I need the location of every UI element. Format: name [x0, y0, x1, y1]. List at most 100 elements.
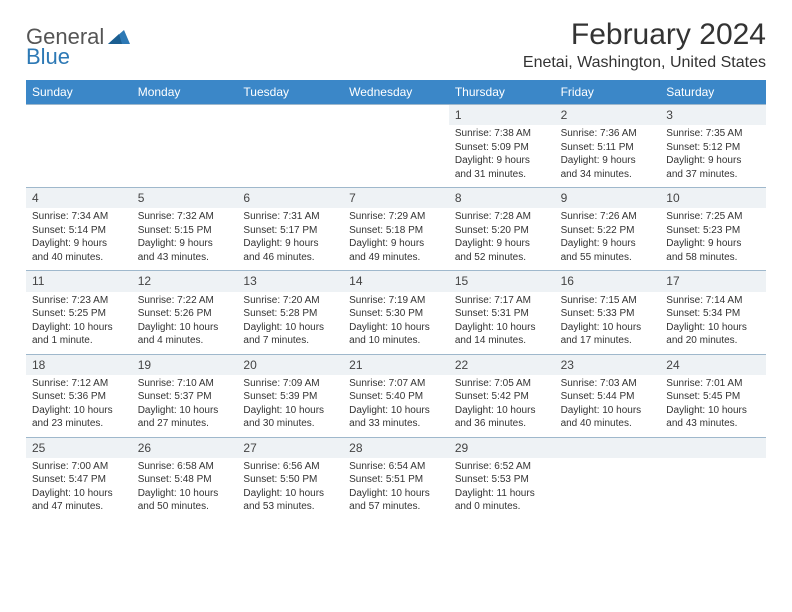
calendar-cell: 14Sunrise: 7:19 AMSunset: 5:30 PMDayligh… [343, 270, 449, 353]
sunset-text: Sunset: 5:45 PM [666, 390, 760, 404]
sunset-text: Sunset: 5:28 PM [243, 307, 337, 321]
day-number: 19 [132, 355, 238, 375]
calendar-cell: 25Sunrise: 7:00 AMSunset: 5:47 PMDayligh… [26, 437, 132, 520]
day-number: 9 [555, 188, 661, 208]
sunrise-text: Sunrise: 7:12 AM [32, 377, 126, 391]
day-number: 8 [449, 188, 555, 208]
sunrise-text: Sunrise: 7:34 AM [32, 210, 126, 224]
calendar-cell: 4Sunrise: 7:34 AMSunset: 5:14 PMDaylight… [26, 187, 132, 270]
sunset-text: Sunset: 5:23 PM [666, 224, 760, 238]
sunrise-text: Sunrise: 6:54 AM [349, 460, 443, 474]
daylight-text: Daylight: 10 hours and 57 minutes. [349, 487, 443, 514]
sunset-text: Sunset: 5:34 PM [666, 307, 760, 321]
daylight-text: Daylight: 9 hours and 52 minutes. [455, 237, 549, 264]
day-number: 12 [132, 271, 238, 291]
calendar-cell: 20Sunrise: 7:09 AMSunset: 5:39 PMDayligh… [237, 354, 343, 437]
sunset-text: Sunset: 5:51 PM [349, 473, 443, 487]
weekday-header: Monday [132, 80, 238, 104]
day-number: 10 [660, 188, 766, 208]
sunrise-text: Sunrise: 6:56 AM [243, 460, 337, 474]
sunset-text: Sunset: 5:26 PM [138, 307, 232, 321]
sunset-text: Sunset: 5:44 PM [561, 390, 655, 404]
sunset-text: Sunset: 5:14 PM [32, 224, 126, 238]
sunset-text: Sunset: 5:20 PM [455, 224, 549, 238]
day-number: 21 [343, 355, 449, 375]
sunrise-text: Sunrise: 7:10 AM [138, 377, 232, 391]
daylight-text: Daylight: 9 hours and 31 minutes. [455, 154, 549, 181]
sunrise-text: Sunrise: 7:14 AM [666, 294, 760, 308]
sunrise-text: Sunrise: 7:36 AM [561, 127, 655, 141]
sunrise-text: Sunrise: 6:52 AM [455, 460, 549, 474]
day-number: 6 [237, 188, 343, 208]
day-number: 18 [26, 355, 132, 375]
daylight-text: Daylight: 10 hours and 1 minute. [32, 321, 126, 348]
sunset-text: Sunset: 5:31 PM [455, 307, 549, 321]
sunset-text: Sunset: 5:50 PM [243, 473, 337, 487]
day-number: 14 [343, 271, 449, 291]
sunset-text: Sunset: 5:37 PM [138, 390, 232, 404]
day-number: 22 [449, 355, 555, 375]
sunrise-text: Sunrise: 7:07 AM [349, 377, 443, 391]
sunset-text: Sunset: 5:53 PM [455, 473, 549, 487]
sunset-text: Sunset: 5:39 PM [243, 390, 337, 404]
sunrise-text: Sunrise: 6:58 AM [138, 460, 232, 474]
day-number [555, 438, 661, 458]
calendar-cell [237, 104, 343, 187]
calendar-cell [132, 104, 238, 187]
calendar-cell: 21Sunrise: 7:07 AMSunset: 5:40 PMDayligh… [343, 354, 449, 437]
brand-triangle-icon [108, 24, 130, 50]
day-number: 11 [26, 271, 132, 291]
calendar-cell: 6Sunrise: 7:31 AMSunset: 5:17 PMDaylight… [237, 187, 343, 270]
day-number: 24 [660, 355, 766, 375]
calendar-cell: 1Sunrise: 7:38 AMSunset: 5:09 PMDaylight… [449, 104, 555, 187]
calendar-cell: 15Sunrise: 7:17 AMSunset: 5:31 PMDayligh… [449, 270, 555, 353]
daylight-text: Daylight: 9 hours and 58 minutes. [666, 237, 760, 264]
sunrise-text: Sunrise: 7:19 AM [349, 294, 443, 308]
weekday-header: Saturday [660, 80, 766, 104]
calendar-cell: 10Sunrise: 7:25 AMSunset: 5:23 PMDayligh… [660, 187, 766, 270]
sunrise-text: Sunrise: 7:32 AM [138, 210, 232, 224]
daylight-text: Daylight: 10 hours and 4 minutes. [138, 321, 232, 348]
calendar-cell: 5 Sunrise: 7:32 AMSunset: 5:15 PMDaylight… [132, 187, 238, 270]
daylight-text: Daylight: 10 hours and 50 minutes. [138, 487, 232, 514]
sunrise-text: Sunrise: 7:28 AM [455, 210, 549, 224]
calendar-cell: 22Sunrise: 7:05 AMSunset: 5:42 PMDayligh… [449, 354, 555, 437]
daylight-text: Daylight: 9 hours and 43 minutes. [138, 237, 232, 264]
daylight-text: Daylight: 9 hours and 34 minutes. [561, 154, 655, 181]
sunrise-text: Sunrise: 7:20 AM [243, 294, 337, 308]
day-number [660, 438, 766, 458]
calendar-cell: 3Sunrise: 7:35 AMSunset: 5:12 PMDaylight… [660, 104, 766, 187]
calendar-cell [26, 104, 132, 187]
sunset-text: Sunset: 5:42 PM [455, 390, 549, 404]
day-number: 13 [237, 271, 343, 291]
sunrise-text: Sunrise: 7:17 AM [455, 294, 549, 308]
calendar-cell: 29Sunrise: 6:52 AMSunset: 5:53 PMDayligh… [449, 437, 555, 520]
calendar-cell: 8 Sunrise: 7:28 AMSunset: 5:20 PMDaylight… [449, 187, 555, 270]
day-number: 27 [237, 438, 343, 458]
day-number: 20 [237, 355, 343, 375]
day-number: 25 [26, 438, 132, 458]
brand-part2: Blue [26, 44, 70, 70]
day-number: 5 [132, 188, 238, 208]
day-number: 28 [343, 438, 449, 458]
sunrise-text: Sunrise: 7:31 AM [243, 210, 337, 224]
daylight-text: Daylight: 9 hours and 37 minutes. [666, 154, 760, 181]
day-number: 15 [449, 271, 555, 291]
sunset-text: Sunset: 5:15 PM [138, 224, 232, 238]
daylight-text: Daylight: 10 hours and 30 minutes. [243, 404, 337, 431]
header: General February 2024 Enetai, Washington… [26, 18, 766, 78]
day-number: 29 [449, 438, 555, 458]
day-number: 16 [555, 271, 661, 291]
daylight-text: Daylight: 10 hours and 7 minutes. [243, 321, 337, 348]
sunrise-text: Sunrise: 7:05 AM [455, 377, 549, 391]
sunset-text: Sunset: 5:18 PM [349, 224, 443, 238]
daylight-text: Daylight: 10 hours and 10 minutes. [349, 321, 443, 348]
day-number: 2 [555, 105, 661, 125]
sunrise-text: Sunrise: 7:22 AM [138, 294, 232, 308]
calendar-grid: SundayMondayTuesdayWednesdayThursdayFrid… [26, 80, 766, 520]
sunrise-text: Sunrise: 7:03 AM [561, 377, 655, 391]
sunrise-text: Sunrise: 7:23 AM [32, 294, 126, 308]
sunset-text: Sunset: 5:12 PM [666, 141, 760, 155]
day-number: 3 [660, 105, 766, 125]
sunset-text: Sunset: 5:25 PM [32, 307, 126, 321]
